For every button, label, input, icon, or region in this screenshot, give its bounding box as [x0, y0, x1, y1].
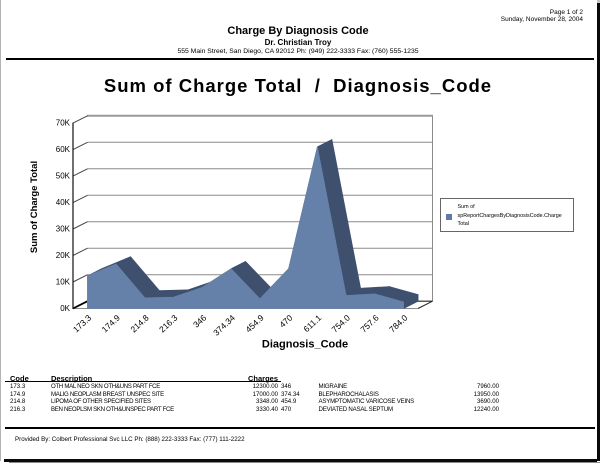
svg-text:374.34: 374.34: [211, 312, 237, 337]
svg-text:0K: 0K: [60, 304, 70, 313]
svg-text:174.9: 174.9: [100, 312, 123, 334]
svg-text:173.3: 173.3: [71, 312, 94, 334]
svg-text:70K: 70K: [56, 119, 71, 128]
svg-text:214.8: 214.8: [128, 312, 151, 334]
svg-text:50K: 50K: [56, 172, 71, 181]
svg-text:Diagnosis_Code: Diagnosis_Code: [262, 339, 348, 351]
svg-text:10K: 10K: [56, 278, 71, 287]
svg-text:30K: 30K: [56, 225, 71, 234]
svg-text:454.9: 454.9: [243, 312, 266, 334]
svg-text:216.3: 216.3: [157, 312, 180, 334]
svg-text:611.1: 611.1: [301, 312, 323, 334]
svg-text:754.0: 754.0: [330, 312, 353, 334]
svg-text:60K: 60K: [56, 145, 71, 154]
svg-text:40K: 40K: [56, 198, 71, 207]
svg-text:470: 470: [277, 312, 294, 329]
svg-text:784.0: 784.0: [387, 312, 410, 334]
svg-text:Sum of Charge Total: Sum of Charge Total: [29, 161, 40, 253]
svg-text:346: 346: [191, 312, 208, 329]
svg-text:757.6: 757.6: [358, 312, 381, 334]
svg-text:20K: 20K: [56, 251, 71, 260]
